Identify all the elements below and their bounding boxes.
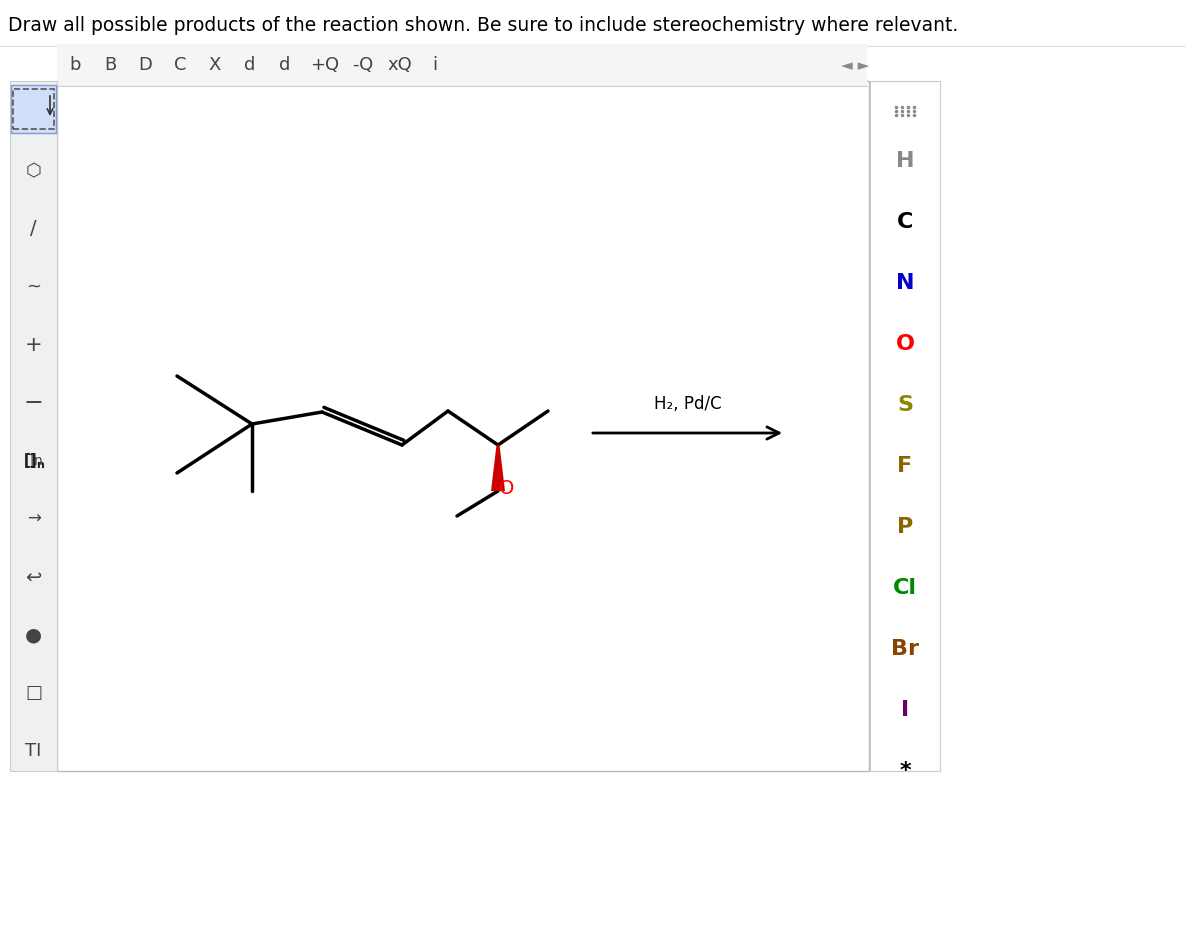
Text: /: / <box>30 219 37 239</box>
Text: □: □ <box>25 684 42 702</box>
Bar <box>11 85 56 133</box>
Text: ◄ ►: ◄ ► <box>841 57 869 72</box>
Text: −: − <box>24 391 44 415</box>
Bar <box>13 89 55 129</box>
Text: →: → <box>26 510 40 528</box>
Text: C: C <box>174 56 186 74</box>
Text: -Q: -Q <box>352 56 374 74</box>
Text: F: F <box>898 456 912 476</box>
Text: []: [] <box>24 454 38 469</box>
Text: P: P <box>897 517 913 537</box>
Text: H: H <box>895 151 914 171</box>
Text: []n: []n <box>24 454 44 468</box>
Text: ●: ● <box>25 625 42 644</box>
Bar <box>57 81 869 771</box>
Text: ⬡: ⬡ <box>26 162 42 180</box>
Text: +: + <box>25 335 43 355</box>
Text: O: O <box>499 480 515 498</box>
Text: ↩: ↩ <box>25 568 42 586</box>
Bar <box>871 81 940 771</box>
Text: d: d <box>244 56 256 74</box>
Text: B: B <box>104 56 116 74</box>
Text: S: S <box>897 395 913 415</box>
Text: +Q: +Q <box>311 56 339 74</box>
Text: N: N <box>895 273 914 293</box>
Text: n: n <box>37 460 44 470</box>
Text: Cl: Cl <box>893 578 917 598</box>
Text: ~: ~ <box>26 278 42 296</box>
Text: X: X <box>209 56 221 74</box>
Text: Draw all possible products of the reaction shown. Be sure to include stereochemi: Draw all possible products of the reacti… <box>8 16 958 35</box>
Bar <box>57 44 867 86</box>
Bar <box>9 81 57 771</box>
Text: TI: TI <box>25 742 42 760</box>
Text: I: I <box>901 700 908 720</box>
Text: d: d <box>280 56 291 74</box>
Text: Br: Br <box>891 639 919 659</box>
Text: O: O <box>895 334 914 354</box>
Text: xQ: xQ <box>388 56 413 74</box>
Text: H₂, Pd/C: H₂, Pd/C <box>653 395 721 413</box>
Text: b: b <box>69 56 81 74</box>
Text: *: * <box>899 761 911 781</box>
Text: C: C <box>897 212 913 232</box>
Text: i: i <box>433 56 438 74</box>
Text: D: D <box>138 56 152 74</box>
Polygon shape <box>491 445 505 491</box>
